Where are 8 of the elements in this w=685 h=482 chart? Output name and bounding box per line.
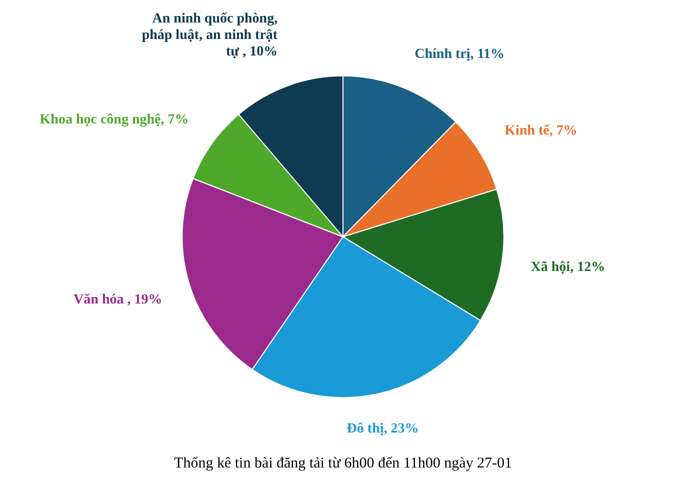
text: Thống kê tin bài đăng tải từ 6h00 đến 11h00 ngày 27-01	[174, 456, 512, 472]
slice-label: Xã hội, 12%	[530, 260, 606, 276]
slice-label: An ninh quốc phòng, pháp luật, an ninh trật tự , 10%	[142, 11, 278, 60]
slice-label: Kinh tế, 7%	[504, 123, 578, 138]
slice-label: Đô thị, 23%	[346, 422, 419, 437]
slice-label: Khoa học công nghệ, 7%	[40, 112, 189, 128]
slice-label: Văn hóa , 19%	[74, 292, 162, 308]
slice-label: Chính trị, 11%	[414, 46, 504, 62]
